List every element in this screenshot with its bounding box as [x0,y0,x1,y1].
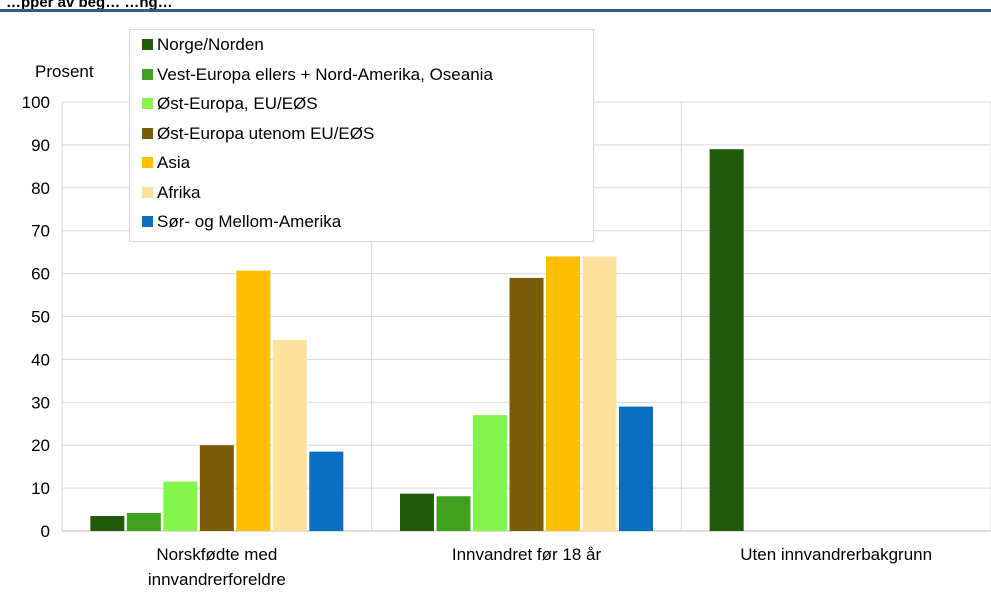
legend-label: Øst-Europa utenom EU/EØS [157,123,375,143]
x-tick-label: Innvandret før 18 år [452,545,602,564]
y-tick-label: 10 [31,479,50,498]
legend-item: Øst-Europa, EU/EØS [142,90,318,118]
x-tick-label: innvandrerforeldre [148,570,286,589]
chart-legend: Norge/Norden Vest-Europa ellers + Nord-Am… [129,29,594,242]
bar [309,451,344,531]
legend-label: Vest-Europa ellers + Nord-Amerika, Osean… [157,64,493,84]
legend-swatch [142,186,153,198]
legend-label: Asia [157,153,191,172]
y-tick-label: 80 [31,179,50,198]
y-tick-label: 40 [31,350,50,369]
y-tick-label: 60 [31,265,50,284]
legend-swatch [142,98,153,109]
y-tick-label: 50 [31,308,50,327]
bar [272,340,307,531]
bar [400,493,434,531]
y-tick-label: 30 [31,393,50,412]
legend-item: Afrika [142,179,200,207]
legend-swatch [142,157,153,168]
bar [709,149,744,531]
bar [546,256,580,531]
bar [509,277,544,531]
legend-item: Sør- og Mellom-Amerika [142,208,341,236]
bar [199,445,234,531]
legend-swatch [142,216,153,227]
bar [163,481,198,531]
y-tick-label: 20 [31,436,50,455]
legend-item: Øst-Europa utenom EU/EØS [142,120,374,148]
y-axis-label: Prosent [35,62,94,81]
bar [90,515,125,531]
header-rule [0,9,991,12]
bar [619,406,653,531]
y-tick-label: 70 [31,222,50,241]
legend-label: Sør- og Mellom-Amerika [157,212,342,231]
legend-label: Afrika [157,182,201,202]
y-tick-label: 0 [41,522,50,541]
bar [436,496,471,531]
x-tick-label: Uten innvandrerbakgrunn [740,545,932,564]
legend-swatch [142,127,153,139]
legend-item: Vest-Europa ellers + Nord-Amerika, Osean… [142,61,493,89]
legend-item: Norge/Norden [142,31,264,59]
legend-swatch [142,39,153,50]
legend-label: Norge/Norden [157,35,264,54]
legend-item: Asia [142,149,190,177]
bar [236,270,271,531]
y-tick-label: 100 [22,93,50,112]
y-tick-label: 90 [31,136,50,155]
legend-label: Øst-Europa, EU/EØS [157,94,318,113]
chart-title: …pper av beg… …ng… [6,0,173,11]
bar [582,256,617,531]
bar [473,415,507,531]
x-tick-label: Norskfødte med [156,545,277,564]
legend-swatch [142,68,153,80]
bar [126,512,161,531]
